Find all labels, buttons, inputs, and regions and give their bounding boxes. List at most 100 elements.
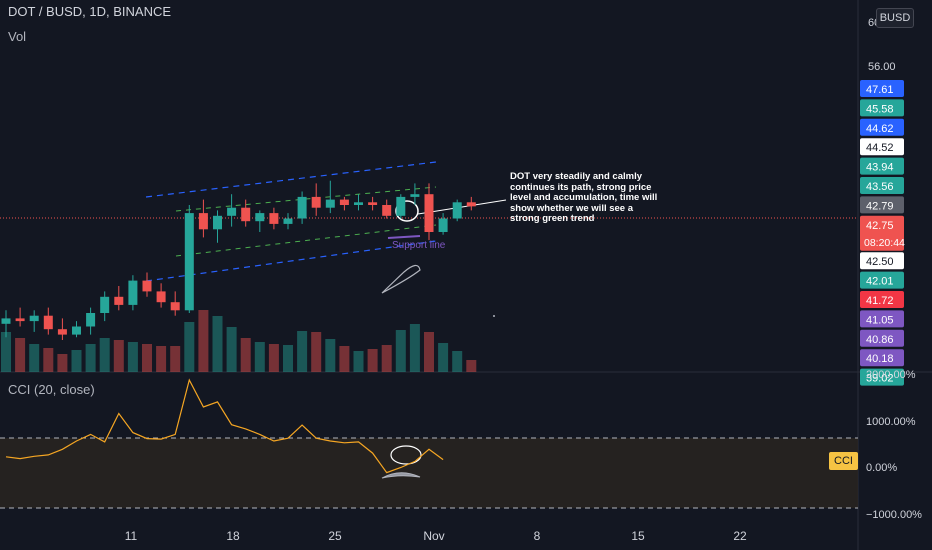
price-tag-label: 45.58 bbox=[866, 103, 894, 115]
price-tag-label: 42.50 bbox=[866, 256, 894, 268]
volume-bar bbox=[325, 339, 336, 372]
support-line-label[interactable]: Support line bbox=[392, 240, 446, 251]
volume-bar bbox=[268, 344, 279, 372]
volume-bar bbox=[438, 343, 449, 372]
currency-button[interactable]: BUSD bbox=[876, 8, 914, 28]
highlight-circle[interactable] bbox=[395, 200, 419, 222]
price-tag bbox=[860, 177, 904, 194]
cci-tag: CCI bbox=[829, 452, 858, 470]
volume-bar bbox=[57, 354, 68, 372]
time-tick-label: 8 bbox=[534, 529, 541, 543]
price-tick-label: 56.00 bbox=[868, 61, 896, 73]
candle-body bbox=[57, 329, 67, 335]
price-tag bbox=[860, 291, 904, 308]
cci-tick-label: −1000.00% bbox=[866, 509, 922, 521]
cci-line bbox=[5, 378, 444, 474]
candle-body bbox=[368, 202, 378, 205]
volume-bar bbox=[381, 345, 392, 372]
candle-body bbox=[227, 207, 237, 216]
candle-body bbox=[184, 213, 194, 311]
volume-bar bbox=[142, 344, 152, 372]
candle-body bbox=[72, 326, 81, 335]
price-tag bbox=[860, 99, 904, 117]
candle-body bbox=[410, 194, 420, 197]
volume-bar bbox=[15, 338, 26, 372]
price-tag-label: 43.56 bbox=[866, 181, 894, 193]
volume-label: Vol bbox=[8, 29, 27, 44]
time-tick-label: 15 bbox=[631, 529, 645, 543]
candle-body bbox=[142, 280, 152, 292]
volume-bar bbox=[1, 332, 11, 372]
candle-body bbox=[438, 218, 448, 232]
candle-body bbox=[15, 318, 25, 322]
candle-body bbox=[311, 196, 321, 208]
price-tag-label: 47.61 bbox=[866, 84, 894, 96]
candle-body bbox=[170, 302, 180, 311]
time-tick-label: Nov bbox=[423, 529, 444, 543]
channel-lower-line[interactable] bbox=[145, 240, 437, 282]
candle-body bbox=[1, 318, 11, 324]
candle-body bbox=[255, 213, 265, 222]
annotation-note[interactable]: DOT very steadily and calmly continues i… bbox=[510, 171, 658, 224]
volume-bar bbox=[452, 351, 463, 372]
price-tag bbox=[860, 310, 904, 328]
time-tick-label: 11 bbox=[125, 529, 138, 543]
volume-bar bbox=[127, 342, 138, 372]
volume-bar bbox=[156, 346, 167, 372]
volume-bar bbox=[311, 332, 322, 372]
candle-body bbox=[325, 199, 335, 208]
candle-body bbox=[466, 202, 476, 207]
countdown-label: 08:20:44 bbox=[864, 237, 905, 249]
price-tag-label: 41.72 bbox=[866, 295, 894, 307]
price-tag bbox=[860, 252, 904, 270]
volume-bar bbox=[424, 332, 434, 372]
price-tag bbox=[860, 215, 904, 251]
candle-body bbox=[128, 280, 138, 305]
channel-inner-lower-line[interactable] bbox=[175, 224, 437, 257]
volume-bar bbox=[29, 344, 40, 372]
volume-bar bbox=[184, 322, 195, 372]
candle-body bbox=[29, 315, 39, 322]
chart-title: DOT / BUSD, 1D, BINANCE bbox=[8, 4, 172, 19]
volume-bar bbox=[297, 331, 308, 372]
candle-body bbox=[396, 196, 406, 216]
time-tick-label: 22 bbox=[733, 529, 747, 543]
candle-body bbox=[198, 213, 208, 230]
candle-body bbox=[213, 215, 222, 230]
time-tick-label: 18 bbox=[226, 529, 240, 543]
price-tag bbox=[860, 368, 904, 386]
price-tag-label: 44.62 bbox=[866, 123, 894, 135]
volume-bar bbox=[85, 344, 96, 372]
volume-bar bbox=[71, 350, 82, 372]
time-tick-label: 25 bbox=[328, 529, 342, 543]
volume-bar bbox=[283, 345, 293, 372]
price-tag-label: 43.94 bbox=[866, 162, 894, 174]
cci-highlight-circle[interactable] bbox=[390, 445, 422, 465]
price-tag-label: 41.05 bbox=[866, 314, 894, 326]
volume-bar bbox=[395, 330, 406, 372]
volume-bar bbox=[409, 324, 420, 372]
candle-body bbox=[424, 194, 434, 232]
channel-upper-line[interactable] bbox=[145, 161, 437, 198]
candle-body bbox=[114, 296, 124, 305]
volume-bar bbox=[113, 340, 124, 372]
candle-body bbox=[354, 202, 363, 205]
cci-tick-label: 2000.00% bbox=[866, 369, 916, 381]
volume-bar bbox=[212, 316, 223, 372]
price-tag bbox=[860, 118, 904, 136]
candle-body bbox=[86, 313, 96, 327]
price-tag bbox=[860, 271, 904, 289]
price-tag-label: 42.79 bbox=[866, 200, 894, 212]
cci-title: CCI (20, close) bbox=[8, 382, 95, 397]
volume-bar bbox=[226, 327, 237, 372]
volume-bar bbox=[254, 342, 265, 372]
candle-body bbox=[100, 296, 110, 313]
price-tag-label: 40.86 bbox=[866, 334, 894, 346]
cci-tick-label: 0.00% bbox=[866, 462, 897, 474]
cci-tick-label: 1000.00% bbox=[866, 416, 916, 428]
candle-body bbox=[452, 202, 462, 219]
support-line[interactable] bbox=[387, 235, 421, 239]
price-tag bbox=[860, 349, 904, 367]
candle-body bbox=[297, 196, 307, 219]
